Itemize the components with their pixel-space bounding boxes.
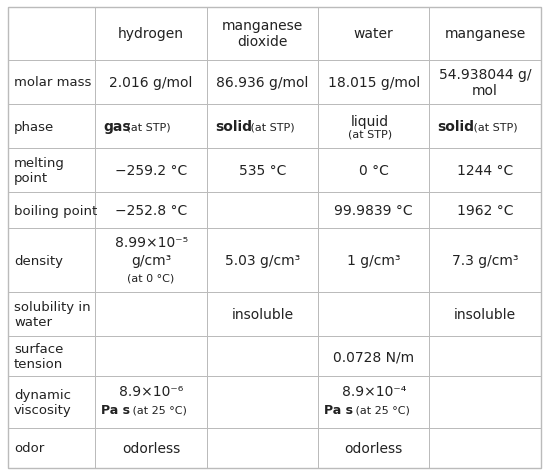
Text: 0.0728 N/m: 0.0728 N/m (333, 349, 414, 364)
Text: (at STP): (at STP) (470, 122, 518, 132)
Text: (at STP): (at STP) (348, 129, 392, 139)
Text: phase: phase (14, 120, 54, 133)
Text: melting
point: melting point (14, 157, 65, 185)
Text: 0 °C: 0 °C (359, 164, 389, 178)
Text: insoluble: insoluble (232, 307, 293, 321)
Text: 8.99×10⁻⁵: 8.99×10⁻⁵ (115, 236, 188, 250)
Text: water: water (354, 27, 394, 41)
Text: 1244 °C: 1244 °C (457, 164, 513, 178)
Text: solid: solid (437, 120, 474, 134)
Text: 1 g/cm³: 1 g/cm³ (347, 254, 400, 268)
Text: manganese
dioxide: manganese dioxide (222, 19, 303, 50)
Text: 54.938044 g/
mol: 54.938044 g/ mol (439, 68, 531, 98)
Text: hydrogen: hydrogen (118, 27, 184, 41)
Text: density: density (14, 254, 63, 267)
Text: (at 25 °C): (at 25 °C) (352, 405, 410, 415)
Text: −259.2 °C: −259.2 °C (115, 164, 187, 178)
Text: liquid: liquid (351, 115, 389, 129)
Text: (at 0 °C): (at 0 °C) (127, 273, 175, 283)
Text: manganese: manganese (444, 27, 526, 41)
Text: −252.8 °C: −252.8 °C (115, 204, 187, 218)
Text: (at STP): (at STP) (123, 122, 170, 132)
Text: dynamic
viscosity: dynamic viscosity (14, 388, 72, 416)
Text: Pa s: Pa s (102, 403, 130, 416)
Text: surface
tension: surface tension (14, 343, 63, 370)
Text: molar mass: molar mass (14, 76, 91, 89)
Text: solid: solid (215, 120, 252, 134)
Text: 86.936 g/mol: 86.936 g/mol (216, 76, 308, 89)
Text: 8.9×10⁻⁶: 8.9×10⁻⁶ (119, 384, 183, 398)
Text: Pa s: Pa s (324, 403, 353, 416)
Text: solubility in
water: solubility in water (14, 300, 91, 328)
Text: (at 25 °C): (at 25 °C) (129, 405, 187, 415)
Text: odorless: odorless (122, 441, 180, 455)
Text: 535 °C: 535 °C (239, 164, 286, 178)
Text: (at STP): (at STP) (247, 122, 295, 132)
Text: gas: gas (103, 120, 131, 134)
Text: odorless: odorless (345, 441, 403, 455)
Text: 2.016 g/mol: 2.016 g/mol (109, 76, 193, 89)
Text: g/cm³: g/cm³ (131, 254, 171, 268)
Text: 5.03 g/cm³: 5.03 g/cm³ (225, 254, 300, 268)
Text: 18.015 g/mol: 18.015 g/mol (328, 76, 420, 89)
Text: 7.3 g/cm³: 7.3 g/cm³ (452, 254, 518, 268)
Text: 1962 °C: 1962 °C (457, 204, 513, 218)
Text: boiling point: boiling point (14, 204, 97, 218)
Text: odor: odor (14, 441, 44, 455)
Text: 8.9×10⁻⁴: 8.9×10⁻⁴ (341, 384, 406, 398)
Text: insoluble: insoluble (454, 307, 516, 321)
Text: 99.9839 °C: 99.9839 °C (334, 204, 413, 218)
